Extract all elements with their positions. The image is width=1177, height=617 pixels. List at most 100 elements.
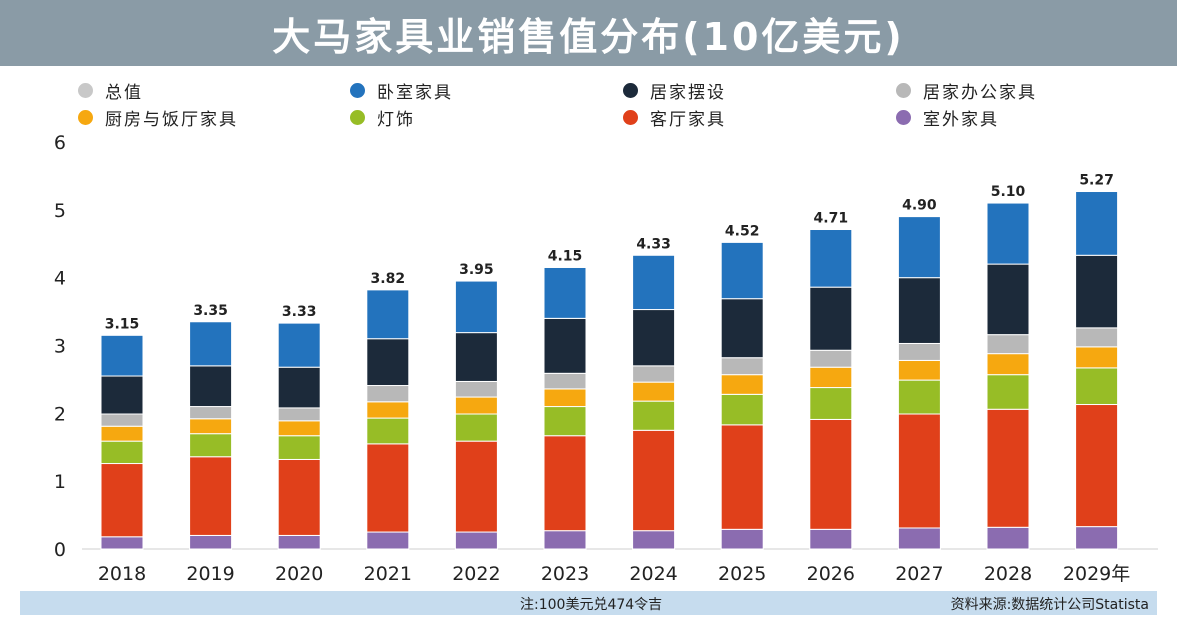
bar-segment	[366, 531, 410, 550]
bar-segment	[1075, 404, 1119, 528]
bar-segment	[100, 375, 144, 415]
bar-segment	[897, 277, 941, 344]
bar-segment	[809, 418, 853, 530]
bar-segment	[277, 435, 321, 460]
bar-segment	[277, 366, 321, 409]
chart-title: 大马家具业销售值分布(10亿美元)	[272, 14, 905, 59]
bar-segment	[632, 429, 676, 532]
bar-segment	[809, 366, 853, 389]
legend-swatch	[896, 83, 911, 98]
legend-swatch	[350, 110, 365, 125]
bar-total-label: 3.95	[459, 262, 494, 278]
bar-total-label: 5.27	[1079, 173, 1114, 189]
legend-label: 客厅家具	[650, 110, 726, 130]
legend-swatch	[78, 110, 93, 125]
legend-label: 卧室家具	[377, 83, 453, 103]
bar-total-label: 3.33	[282, 304, 317, 320]
bar-total-label: 4.52	[725, 223, 760, 239]
legend-item: 室外家具	[896, 105, 999, 130]
legend-swatch	[78, 83, 93, 98]
x-axis: 2018 2019 2020 2021 2022 2023 2024 2025 2026 2027…	[98, 563, 1130, 585]
legend-item: 卧室家具	[350, 78, 453, 103]
bar-segment	[720, 528, 764, 550]
bar-segment	[366, 289, 410, 340]
bar-total-label: 4.15	[548, 248, 583, 264]
bar-segment	[189, 433, 233, 458]
bar-segment	[366, 401, 410, 419]
bar-segment	[1075, 346, 1119, 369]
chart-legend: 总值 卧室家具 居家摆设 居家办公家具 厨房与饭厅家具 灯饰 客厅家具 室外家具	[78, 78, 1168, 134]
bar-segment	[897, 216, 941, 279]
legend-label: 居家摆设	[650, 83, 726, 103]
bar-total-label: 4.33	[636, 236, 671, 252]
bar-segment	[543, 530, 587, 550]
x-tick-label: 2022	[452, 563, 500, 585]
bar-segment	[897, 379, 941, 415]
y-tick-label: 6	[54, 132, 66, 154]
legend-item: 灯饰	[350, 105, 415, 130]
stacked-bar-chart: 0 1 2 3 4 5 6 2018 2019 2020 2021 2022 2023 2024 2025…	[54, 132, 1158, 585]
legend-item: 客厅家具	[623, 105, 726, 130]
bar-segment	[1075, 254, 1119, 329]
bar-segment	[809, 528, 853, 550]
title-bar: 大马家具业销售值分布(10亿美元)	[0, 0, 1177, 66]
bar-segment	[100, 334, 144, 377]
bar-segment	[543, 406, 587, 437]
total-labels: 3.15 3.35 3.33 3.82 3.95 4.15 4.33 4.52 4.71 4.90…	[105, 173, 1114, 333]
bar-segment	[543, 266, 587, 319]
bar-segment	[1075, 367, 1119, 406]
footer-note: 注:100美元兑474令吉	[520, 597, 663, 613]
bar-segment	[454, 440, 498, 533]
y-tick-label: 0	[54, 539, 66, 561]
x-tick-label: 2023	[541, 563, 589, 585]
bar-segment	[720, 298, 764, 359]
x-tick-label: 2025	[718, 563, 766, 585]
bar-segment	[189, 321, 233, 367]
bar-segment	[277, 534, 321, 550]
legend-item: 厨房与饭厅家具	[78, 105, 238, 130]
legend-swatch	[623, 83, 638, 98]
bar-segment	[189, 456, 233, 536]
bar-segment	[986, 408, 1030, 528]
bar-segment	[986, 334, 1030, 355]
y-tick-label: 1	[54, 471, 66, 493]
bar-segment	[632, 309, 676, 367]
legend-swatch	[896, 110, 911, 125]
bar-segment	[986, 263, 1030, 336]
y-tick-label: 3	[54, 336, 66, 358]
bar-segment	[986, 526, 1030, 550]
bar-segment	[189, 418, 233, 435]
bar-segment	[897, 413, 941, 529]
bar-segment	[454, 280, 498, 334]
footer-source: 资料来源:数据统计公司Statista	[950, 597, 1149, 613]
y-tick-label: 5	[54, 200, 66, 222]
bar-segment	[366, 338, 410, 387]
bar-segment	[720, 374, 764, 395]
bar-segment	[454, 332, 498, 382]
bar-segment	[100, 425, 144, 442]
x-tick-label: 2019	[186, 563, 234, 585]
bar-segment	[277, 420, 321, 437]
legend-swatch	[350, 83, 365, 98]
bar-segment	[543, 388, 587, 408]
bar-total-label: 3.82	[371, 271, 406, 287]
bar-segment	[1075, 526, 1119, 550]
x-tick-label: 2028	[984, 563, 1032, 585]
legend-item: 居家办公家具	[896, 78, 1037, 103]
bar-segment	[100, 440, 144, 465]
bar-segment	[897, 342, 941, 361]
bar-segment	[543, 372, 587, 390]
bar-segment	[189, 365, 233, 408]
x-tick-label: 2020	[275, 563, 323, 585]
bar-segment	[454, 380, 498, 398]
bar-segment	[809, 229, 853, 288]
bar-segment	[897, 527, 941, 550]
bar-segment	[454, 531, 498, 550]
bar-segment	[1075, 191, 1119, 256]
legend-swatch	[623, 110, 638, 125]
x-tick-label: 2026	[807, 563, 855, 585]
bar-segment	[100, 536, 144, 550]
x-tick-label: 2018	[98, 563, 146, 585]
bar-segment	[454, 396, 498, 415]
x-tick-label: 2021	[364, 563, 412, 585]
